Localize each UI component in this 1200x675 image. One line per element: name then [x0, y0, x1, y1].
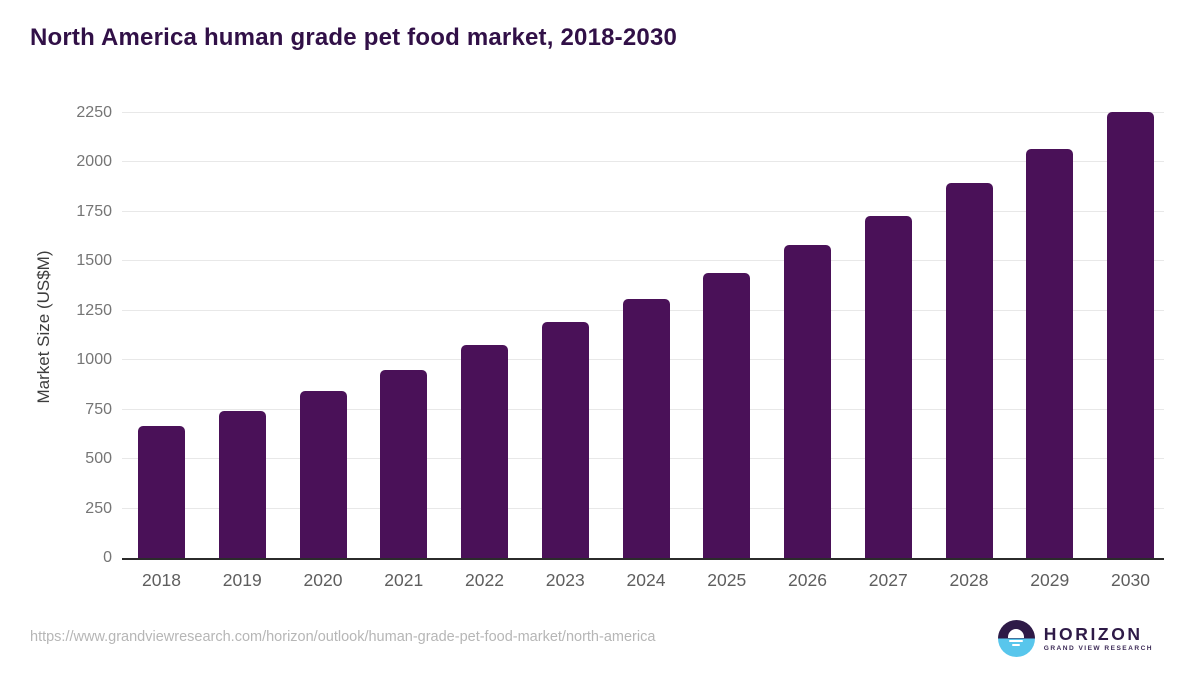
y-tick-label: 1500	[76, 252, 112, 270]
y-tick-label: 2250	[76, 104, 112, 121]
wave-glyph	[1012, 644, 1021, 647]
x-tick-label: 2019	[222, 570, 262, 590]
y-tick-label: 500	[85, 450, 112, 468]
x-tick-label: 2018	[142, 570, 181, 590]
x-tick-label: 2029	[1030, 570, 1070, 590]
x-tick-label: 2024	[626, 570, 666, 590]
bar-2023[interactable]	[541, 321, 589, 558]
horizon-sun-icon	[997, 619, 1035, 657]
x-tick-label: 2022	[465, 570, 504, 590]
gridline	[122, 161, 1164, 163]
x-tick-label: 2021	[384, 570, 424, 590]
bar-2025[interactable]	[703, 273, 751, 558]
bar-2029[interactable]	[1026, 148, 1074, 558]
sun-glyph	[1008, 629, 1025, 638]
source-url: https://www.grandviewresearch.com/horizo…	[30, 629, 656, 645]
bar-2024[interactable]	[622, 298, 670, 558]
y-tick-label: 750	[85, 400, 112, 418]
bar-2020[interactable]	[299, 390, 347, 558]
gridline	[122, 260, 1164, 262]
bar-2022[interactable]	[461, 345, 508, 558]
x-tick-label: 2026	[788, 570, 827, 590]
bar-2026[interactable]	[784, 244, 831, 558]
y-tick-label: 1000	[76, 351, 112, 369]
bar-2028[interactable]	[945, 183, 993, 558]
x-tick-label: 2023	[545, 570, 585, 590]
plot-area: 0 250 500 750 1000 1250 1500 1750 2000 2250 2018 20…	[76, 104, 1164, 590]
y-tick-label: 1750	[76, 202, 112, 220]
logo-text: HORIZON GRAND VIEW RESEARCH	[1043, 623, 1153, 652]
logo-subbrand: GRAND VIEW RESEARCH	[1043, 644, 1153, 652]
logo-brand: HORIZON	[1043, 623, 1143, 644]
bar-2018[interactable]	[138, 426, 185, 558]
y-tick-label: 1250	[76, 301, 112, 319]
y-tick-label: 0	[103, 549, 112, 566]
x-tick-label: 2027	[868, 570, 908, 590]
horizon-logo: HORIZON GRAND VIEW RESEARCH	[997, 619, 1153, 657]
x-tick-label: 2025	[707, 570, 747, 590]
y-tick-label: 2000	[76, 153, 112, 171]
bar-2030[interactable]	[1107, 112, 1154, 558]
gridline	[122, 112, 1164, 113]
gridline	[122, 210, 1164, 212]
y-axis-title: Market Size (US$M)	[34, 250, 53, 404]
x-tick-label: 2020	[303, 570, 343, 590]
chart-title: North America human grade pet food marke…	[30, 24, 678, 51]
wave-glyph	[1009, 639, 1024, 642]
bar-2021[interactable]	[380, 370, 428, 558]
bar-2019[interactable]	[218, 410, 266, 558]
bar-2027[interactable]	[864, 215, 912, 558]
x-tick-label: 2028	[949, 570, 989, 590]
x-tick-label: 2030	[1111, 570, 1150, 590]
y-tick-label: 250	[85, 499, 112, 517]
